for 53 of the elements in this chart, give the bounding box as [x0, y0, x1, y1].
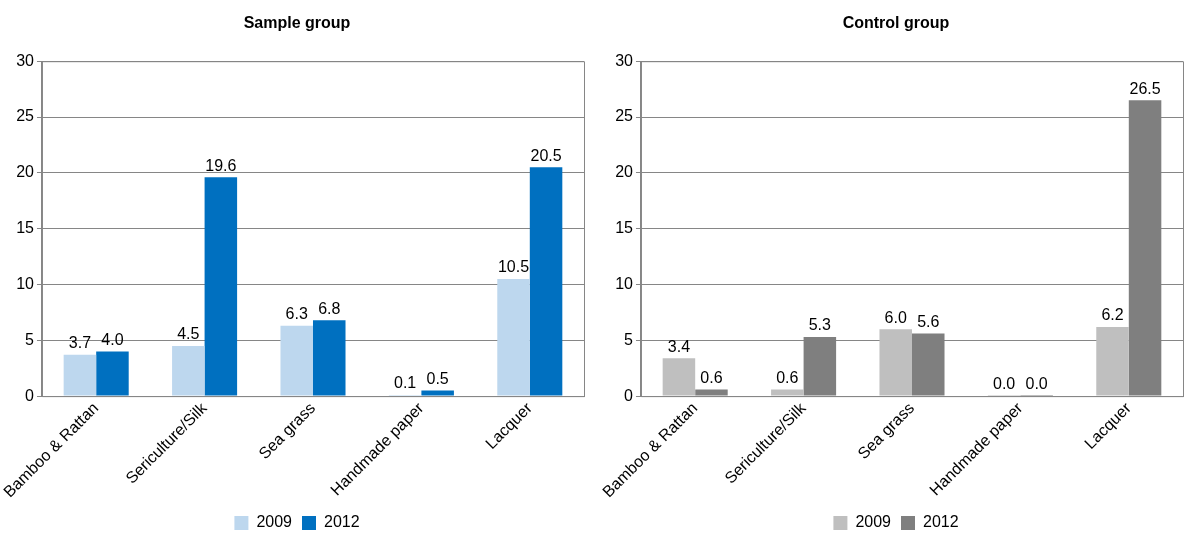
- data-label: 3.4: [667, 337, 691, 355]
- data-label: 19.6: [205, 156, 237, 174]
- chart-title: Sample group: [243, 14, 351, 32]
- y-tick-label: 25: [16, 107, 35, 125]
- y-tick-label: 5: [25, 330, 35, 348]
- bar: [280, 325, 313, 396]
- y-tick-label: 0: [25, 386, 35, 404]
- y-tick-label: 5: [624, 330, 634, 348]
- bar: [1096, 326, 1129, 396]
- data-label: 0.0: [1025, 374, 1048, 392]
- bar: [63, 354, 97, 396]
- bar: [879, 329, 912, 396]
- data-label: 20.5: [530, 146, 562, 164]
- data-label: 3.7: [68, 334, 92, 352]
- data-label: 26.5: [1129, 79, 1161, 97]
- y-tick-label: 0: [624, 386, 634, 404]
- bar: [312, 320, 346, 396]
- data-label: 5.3: [808, 316, 832, 334]
- data-label: 0.6: [776, 368, 799, 386]
- bar: [421, 390, 454, 396]
- data-label: 10.5: [497, 258, 530, 276]
- bar: [497, 278, 530, 396]
- y-tick-label: 10: [615, 274, 634, 292]
- data-label: 4.5: [177, 325, 200, 343]
- data-label: 6.2: [1101, 306, 1124, 324]
- bar: [662, 358, 696, 396]
- y-tick-label: 25: [615, 107, 634, 125]
- y-tick-label: 20: [16, 163, 35, 181]
- data-label: 5.6: [917, 313, 940, 331]
- data-label: 6.0: [884, 308, 907, 326]
- y-tick-label: 15: [16, 219, 35, 237]
- legend-label: 2012: [923, 513, 959, 531]
- data-label: 0.6: [700, 368, 723, 386]
- data-label: 4.0: [101, 330, 124, 348]
- data-label: 6.3: [285, 305, 308, 323]
- bar: [172, 345, 205, 396]
- data-label: 0.1: [394, 374, 417, 392]
- y-tick-label: 30: [615, 51, 634, 69]
- y-tick-label: 20: [615, 163, 634, 181]
- bar: [771, 389, 804, 396]
- data-label: 6.8: [318, 299, 341, 317]
- bar: [529, 167, 563, 396]
- chart-title: Control group: [842, 14, 950, 32]
- data-label: 0.0: [993, 374, 1016, 392]
- bar: [204, 177, 238, 396]
- legend-label: 2009: [256, 513, 293, 531]
- data-label: 0.5: [426, 369, 449, 387]
- y-tick-label: 15: [615, 219, 634, 237]
- bar: [96, 351, 129, 396]
- legend-label: 2012: [324, 513, 360, 531]
- y-tick-label: 30: [16, 51, 35, 69]
- legend-label: 2009: [855, 513, 892, 531]
- y-tick-label: 10: [16, 274, 35, 292]
